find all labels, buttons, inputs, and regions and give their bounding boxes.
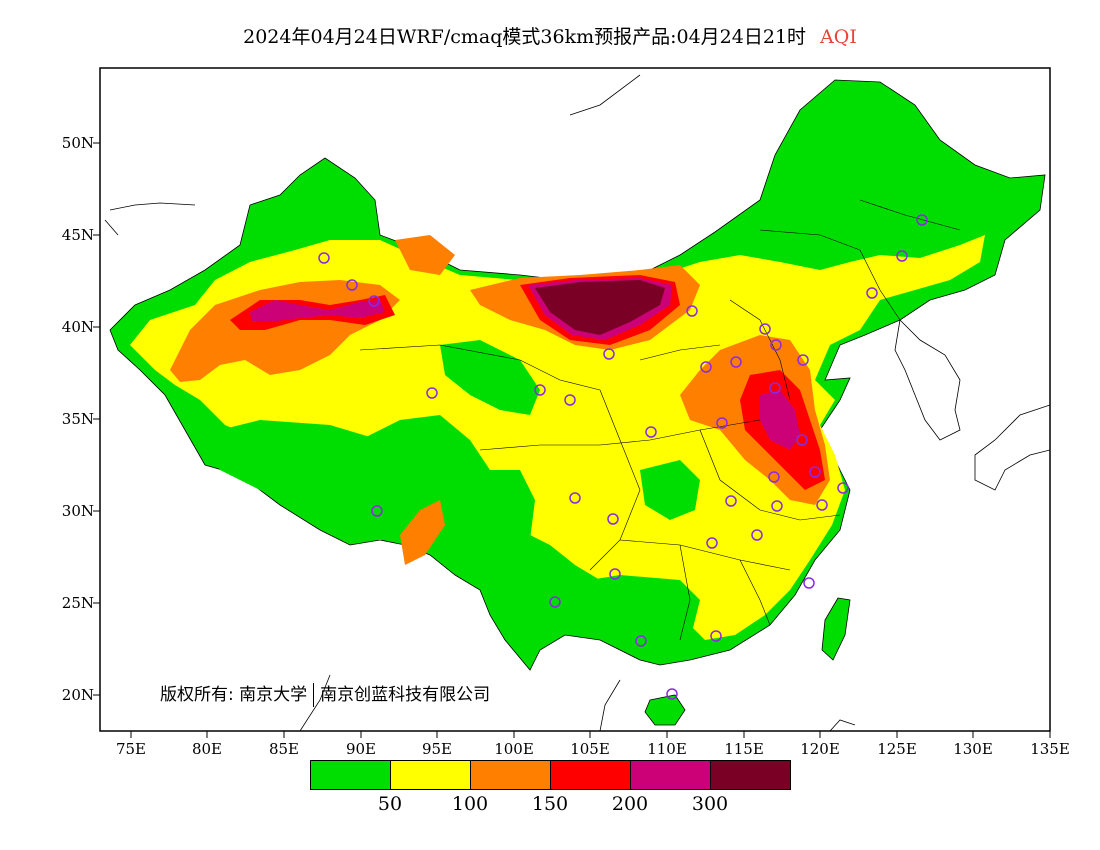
- station-marker: [809, 466, 821, 478]
- very-unhealthy-zone-northchina: [760, 390, 800, 450]
- station-marker: [609, 568, 621, 580]
- station-marker: [768, 471, 780, 483]
- station-marker: [645, 426, 657, 438]
- axis-ticks: [93, 142, 1051, 738]
- station-marker: [797, 354, 809, 366]
- lon-label-135e: 135E: [1030, 740, 1070, 758]
- lat-label-35n: 35N: [61, 410, 94, 428]
- station-marker: [769, 382, 781, 394]
- station-marker: [368, 295, 380, 307]
- copyright-org2: 南京创蓝科技有限公司: [320, 685, 491, 705]
- legend-tick-150: 150: [531, 793, 569, 815]
- lon-label-90e: 90E: [345, 740, 377, 758]
- station-marker: [569, 492, 581, 504]
- lon-label-75e: 75E: [115, 740, 147, 758]
- station-marker: [771, 500, 783, 512]
- legend-swatch-200-300: [630, 760, 711, 790]
- lon-label-85e: 85E: [268, 740, 300, 758]
- legend-swatch-0-50: [310, 760, 391, 790]
- title-variable: AQI: [820, 26, 857, 48]
- station-markers: [318, 214, 928, 700]
- province-boundaries: [359, 199, 961, 641]
- station-marker: [371, 505, 383, 517]
- coast-outline-north: [104, 74, 641, 236]
- station-marker: [770, 339, 782, 351]
- lat-label-45n: 45N: [61, 226, 94, 244]
- station-marker: [346, 279, 358, 291]
- station-marker: [896, 250, 908, 262]
- lat-label-25n: 25N: [61, 594, 94, 612]
- station-marker: [426, 387, 438, 399]
- legend-swatch-150-200: [550, 760, 631, 790]
- station-marker: [635, 635, 647, 647]
- lon-label-80e: 80E: [191, 740, 223, 758]
- lon-label-105e: 105E: [570, 740, 610, 758]
- lon-label-120e: 120E: [800, 740, 840, 758]
- title-main: 2024年04月24日WRF/cmaq模式36km预报产品:04月24日21时: [243, 26, 807, 48]
- hainan-island: [644, 694, 686, 726]
- legend-tick-50: 50: [377, 793, 403, 815]
- station-marker: [837, 482, 849, 494]
- map-frame: [99, 67, 1051, 732]
- station-marker: [607, 513, 619, 525]
- station-marker: [816, 499, 828, 511]
- legend-swatch-300-plus: [710, 760, 791, 790]
- legend-swatch-50-100: [390, 760, 471, 790]
- station-marker: [534, 384, 546, 396]
- map-title: 2024年04月24日WRF/cmaq模式36km预报产品:04月24日21时 A…: [0, 22, 1100, 49]
- lon-label-95e: 95E: [421, 740, 453, 758]
- station-marker: [710, 630, 722, 642]
- coast-outline-south: [299, 674, 856, 731]
- copyright-prefix: 版权所有:: [160, 685, 234, 705]
- station-marker: [866, 287, 878, 299]
- good-patch-qinghai: [440, 340, 540, 415]
- legend-swatch-100-150: [470, 760, 551, 790]
- good-patch-sichuan: [482, 470, 535, 560]
- hazardous-zone-innermongolia: [535, 280, 665, 335]
- station-marker: [666, 688, 678, 700]
- lat-label-30n: 30N: [61, 502, 94, 520]
- station-marker: [796, 434, 808, 446]
- station-marker: [706, 537, 718, 549]
- lon-label-130e: 130E: [953, 740, 993, 758]
- station-marker: [603, 348, 615, 360]
- japan-outline: [974, 404, 1050, 491]
- good-patch-south: [560, 575, 700, 650]
- station-marker: [803, 577, 815, 589]
- korea-outline: [894, 319, 961, 441]
- legend-tick-100: 100: [451, 793, 489, 815]
- very-unhealthy-zone-xinjiang: [250, 300, 385, 322]
- legend-tick-200: 200: [611, 793, 649, 815]
- station-marker: [700, 361, 712, 373]
- copyright-separator: [313, 683, 315, 707]
- lat-label-40n: 40N: [61, 318, 94, 336]
- station-marker: [751, 529, 763, 541]
- lat-label-20n: 20N: [61, 686, 94, 704]
- good-patch-central: [640, 460, 700, 520]
- lon-label-110e: 110E: [647, 740, 687, 758]
- station-marker: [759, 323, 771, 335]
- copyright-org1: 南京大学: [239, 685, 308, 705]
- legend-tick-300: 300: [691, 793, 729, 815]
- good-patch-tibet-south: [200, 420, 450, 540]
- map-content: [104, 74, 1050, 731]
- taiwan-island: [821, 597, 851, 661]
- station-marker: [549, 596, 561, 608]
- station-marker: [730, 356, 742, 368]
- station-marker: [916, 214, 928, 226]
- lon-label-125e: 125E: [877, 740, 917, 758]
- station-marker: [725, 495, 737, 507]
- usg-zone-tibet-east: [400, 500, 445, 565]
- usg-zone-north-xinjiang: [395, 235, 455, 275]
- copyright-notice: 版权所有: 南京大学 南京创蓝科技有限公司: [160, 680, 490, 707]
- station-marker: [686, 305, 698, 317]
- lon-label-100e: 100E: [494, 740, 534, 758]
- lon-label-115e: 115E: [724, 740, 764, 758]
- lat-label-50n: 50N: [61, 134, 94, 152]
- station-marker: [318, 252, 330, 264]
- station-marker: [716, 417, 728, 429]
- station-marker: [564, 394, 576, 406]
